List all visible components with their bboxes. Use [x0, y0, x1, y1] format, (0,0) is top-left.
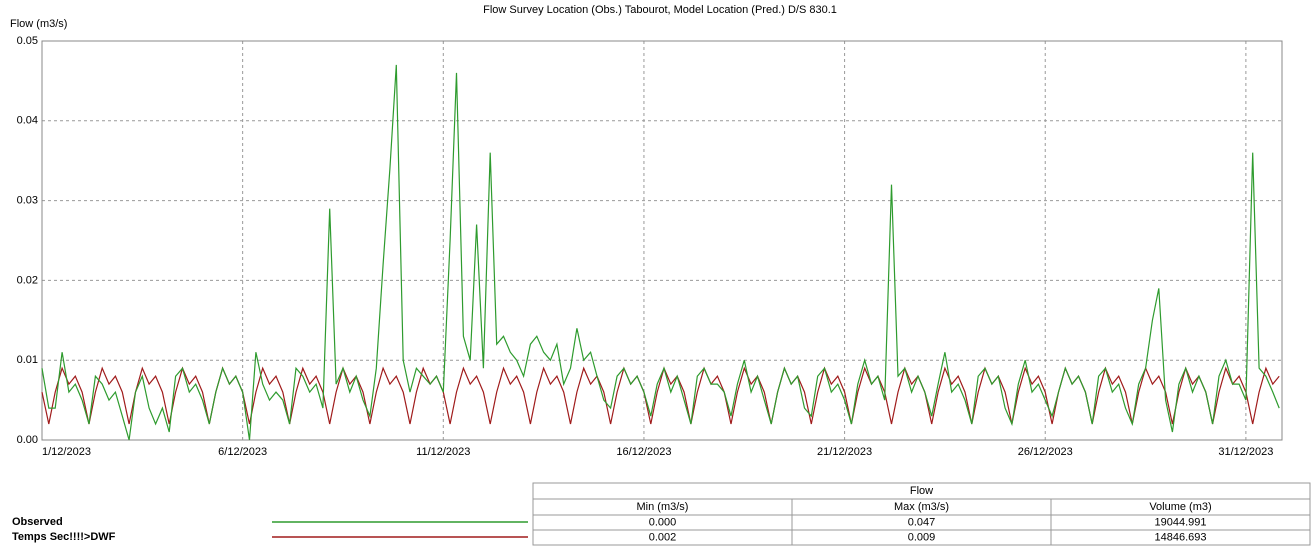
y-tick-label: 0.05 — [17, 35, 38, 47]
plot-border — [41, 40, 1283, 441]
table-cell-text: 14846.693 — [1155, 531, 1207, 543]
table-column-header: Min (m3/s) — [637, 501, 689, 513]
y-tick-label: 0.04 — [17, 115, 38, 127]
y-tick-label: 0.00 — [17, 434, 38, 446]
table-cell-text: 0.000 — [649, 516, 677, 528]
legend-label: Temps Sec!!!!>DWF — [12, 531, 116, 543]
table-cell — [1050, 529, 1311, 546]
x-tick-label: 11/12/2023 — [416, 446, 470, 458]
table-header: Flow — [910, 485, 933, 497]
chart-title: Flow Survey Location (Obs.) Tabourot, Mo… — [483, 4, 837, 16]
table-column-header: Max (m3/s) — [894, 501, 949, 513]
x-tick-label: 21/12/2023 — [817, 446, 872, 458]
table-cell-text: 0.047 — [908, 516, 936, 528]
x-tick-label: 1/12/2023 — [42, 446, 91, 458]
table-cell-text: 0.002 — [649, 531, 677, 543]
y-tick-label: 0.03 — [17, 195, 38, 207]
x-tick-label: 26/12/2023 — [1018, 446, 1073, 458]
legend-label: Observed — [12, 516, 63, 528]
y-tick-label: 0.02 — [17, 274, 38, 286]
table-cell-text: 0.009 — [908, 531, 936, 543]
table-cell-text: 19044.991 — [1155, 516, 1207, 528]
table-column-header: Volume (m3) — [1149, 501, 1211, 513]
x-tick-label: 6/12/2023 — [218, 446, 267, 458]
y-axis-label: Flow (m3/s) — [10, 18, 67, 30]
x-tick-label: 16/12/2023 — [616, 446, 671, 458]
x-tick-label: 31/12/2023 — [1218, 446, 1273, 458]
y-tick-label: 0.01 — [17, 354, 38, 366]
series-line — [41, 64, 1280, 441]
